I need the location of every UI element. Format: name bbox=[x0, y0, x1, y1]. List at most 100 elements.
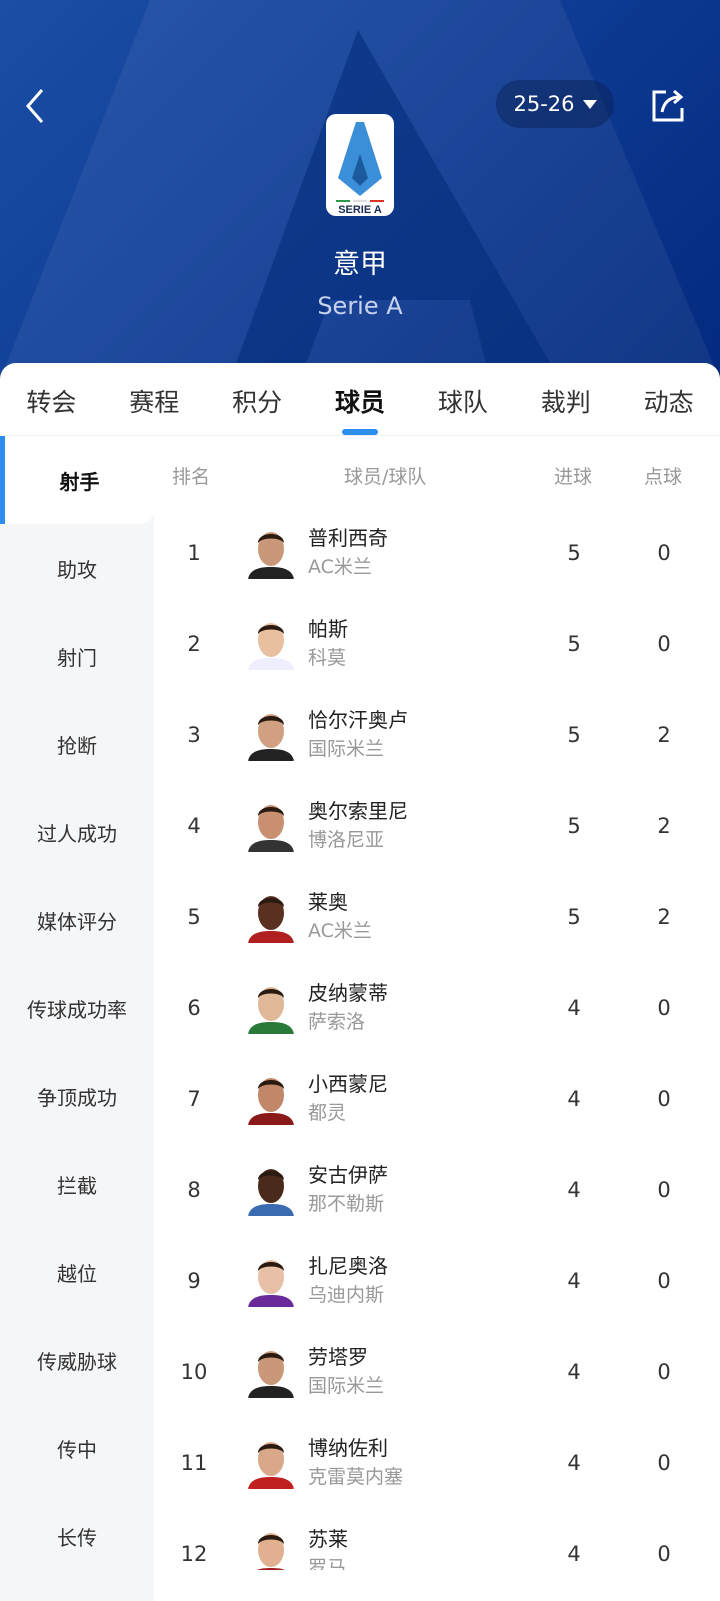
table-row[interactable]: 7 小西蒙尼 都灵 4 0 bbox=[154, 1056, 720, 1147]
player-avatar bbox=[244, 887, 298, 943]
player-name: 苏莱 bbox=[308, 1527, 348, 1551]
player-name: 莱奥 bbox=[308, 890, 348, 914]
player-name: 扎尼奥洛 bbox=[308, 1254, 388, 1278]
table-row[interactable]: 10 劳塔罗 国际米兰 4 0 bbox=[154, 1329, 720, 1420]
sidebar-item[interactable]: 射手 bbox=[0, 436, 154, 524]
sidebar-item[interactable]: 传威胁球 bbox=[37, 1349, 117, 1374]
penalties: 0 bbox=[657, 1451, 671, 1475]
player-avatar bbox=[244, 614, 298, 670]
penalties: 0 bbox=[657, 1542, 671, 1566]
player-avatar bbox=[244, 1342, 298, 1398]
player-avatar bbox=[244, 796, 298, 852]
penalties: 0 bbox=[657, 1360, 671, 1384]
player-avatar bbox=[244, 523, 298, 579]
svg-text:SERIE A: SERIE A bbox=[338, 204, 382, 216]
season-selector[interactable]: 25-26 bbox=[496, 80, 614, 128]
sidebar-item[interactable]: 抢断 bbox=[57, 733, 97, 758]
penalties: 2 bbox=[657, 905, 671, 929]
player-avatar bbox=[244, 1433, 298, 1489]
sidebar-item[interactable]: 拦截 bbox=[57, 1173, 97, 1198]
team-name: 都灵 bbox=[308, 1102, 347, 1124]
team-name: 萨索洛 bbox=[308, 1011, 366, 1033]
sidebar-item[interactable]: 过人成功 bbox=[37, 821, 117, 846]
goals: 5 bbox=[567, 814, 581, 838]
serie-a-logo: SERIE A bbox=[326, 114, 394, 216]
goals: 5 bbox=[567, 905, 581, 929]
goals: 4 bbox=[567, 996, 581, 1020]
rank: 6 bbox=[187, 996, 201, 1020]
table-header: 排名 球员/球队 进球 点球 bbox=[154, 436, 720, 506]
player-avatar bbox=[244, 1160, 298, 1216]
team-name: 博洛尼亚 bbox=[308, 829, 385, 851]
player-name: 恰尔汗奥卢 bbox=[308, 708, 408, 732]
sidebar-item[interactable]: 长传 bbox=[57, 1525, 97, 1550]
table-row[interactable]: 6 皮纳蒙蒂 萨索洛 4 0 bbox=[154, 965, 720, 1056]
sidebar-item[interactable]: 传中 bbox=[57, 1437, 97, 1462]
sidebar-item[interactable]: 助攻 bbox=[57, 557, 97, 582]
penalties: 0 bbox=[657, 996, 671, 1020]
content-card: 转会 赛程 积分 球员 球队 裁判 动态 射手助攻射门抢断过人成功媒体评分传球成… bbox=[0, 363, 720, 1601]
team-name: AC米兰 bbox=[308, 556, 372, 578]
table-row[interactable]: 8 安古伊萨 那不勒斯 4 0 bbox=[154, 1147, 720, 1238]
player-name: 奥尔索里尼 bbox=[308, 799, 408, 823]
team-name: 国际米兰 bbox=[308, 1375, 385, 1397]
table-row[interactable]: 3 恰尔汗奥卢 国际米兰 5 2 bbox=[154, 692, 720, 783]
tab-news[interactable]: 动态 bbox=[643, 388, 694, 417]
col-player: 球员/球队 bbox=[344, 466, 427, 488]
player-avatar bbox=[244, 705, 298, 761]
sidebar-item[interactable]: 越位 bbox=[57, 1261, 97, 1286]
goals: 4 bbox=[567, 1178, 581, 1202]
rank: 3 bbox=[187, 723, 201, 747]
table-row[interactable]: 4 奥尔索里尼 博洛尼亚 5 2 bbox=[154, 783, 720, 874]
table-row[interactable]: 11 博纳佐利 克雷莫内塞 4 0 bbox=[154, 1420, 720, 1511]
team-name: AC米兰 bbox=[308, 920, 372, 942]
player-name: 皮纳蒙蒂 bbox=[308, 981, 388, 1005]
league-name-cn: 意甲 bbox=[333, 249, 387, 280]
sidebar-item[interactable]: 争顶成功 bbox=[37, 1085, 117, 1110]
back-icon[interactable] bbox=[22, 86, 52, 126]
col-rank: 排名 bbox=[172, 466, 211, 488]
goals: 4 bbox=[567, 1451, 581, 1475]
penalties: 0 bbox=[657, 1178, 671, 1202]
sidebar-item[interactable]: 媒体评分 bbox=[37, 909, 117, 934]
table-row[interactable]: 5 莱奥 AC米兰 5 2 bbox=[154, 874, 720, 965]
team-name: 科莫 bbox=[308, 647, 347, 669]
tab-players[interactable]: 球员 bbox=[309, 363, 412, 435]
tab-referees[interactable]: 裁判 bbox=[540, 388, 591, 417]
player-avatar bbox=[244, 978, 298, 1034]
tab-schedule[interactable]: 赛程 bbox=[129, 388, 180, 417]
team-name: 国际米兰 bbox=[308, 738, 385, 760]
tab-transfers[interactable]: 转会 bbox=[26, 388, 77, 417]
sidebar-item[interactable]: 传球成功率 bbox=[27, 997, 127, 1022]
penalties: 0 bbox=[657, 1269, 671, 1293]
table-row[interactable]: 2 帕斯 科莫 5 0 bbox=[154, 601, 720, 692]
table-row[interactable]: 9 扎尼奥洛 乌迪内斯 4 0 bbox=[154, 1238, 720, 1329]
rank: 2 bbox=[187, 632, 201, 656]
share-icon[interactable] bbox=[648, 86, 688, 126]
penalties: 0 bbox=[657, 1087, 671, 1111]
table-row[interactable]: 1 普利西奇 AC米兰 5 0 bbox=[154, 510, 720, 601]
penalties: 0 bbox=[657, 632, 671, 656]
player-avatar bbox=[244, 1069, 298, 1125]
team-name: 罗马 bbox=[308, 1557, 347, 1570]
table-row[interactable]: 12 苏莱 罗马 4 0 bbox=[154, 1511, 720, 1570]
sidebar-item[interactable]: 射门 bbox=[57, 645, 97, 670]
goals: 5 bbox=[567, 541, 581, 565]
col-penalties: 点球 bbox=[644, 466, 683, 488]
rank: 12 bbox=[180, 1542, 208, 1566]
team-name: 乌迪内斯 bbox=[308, 1284, 385, 1306]
season-label: 25-26 bbox=[513, 92, 575, 116]
tab-standings[interactable]: 积分 bbox=[232, 388, 283, 417]
league-name-en: Serie A bbox=[317, 292, 403, 320]
rank: 5 bbox=[187, 905, 201, 929]
tab-bar: 转会 赛程 积分 球员 球队 裁判 动态 bbox=[0, 363, 720, 436]
goals: 4 bbox=[567, 1542, 581, 1566]
rank: 7 bbox=[187, 1087, 201, 1111]
caret-down-icon bbox=[582, 99, 597, 109]
rank: 1 bbox=[187, 541, 201, 565]
penalties: 0 bbox=[657, 541, 671, 565]
rank: 4 bbox=[187, 814, 201, 838]
player-avatar bbox=[244, 1524, 298, 1570]
tab-teams[interactable]: 球队 bbox=[437, 388, 488, 417]
goals: 4 bbox=[567, 1360, 581, 1384]
